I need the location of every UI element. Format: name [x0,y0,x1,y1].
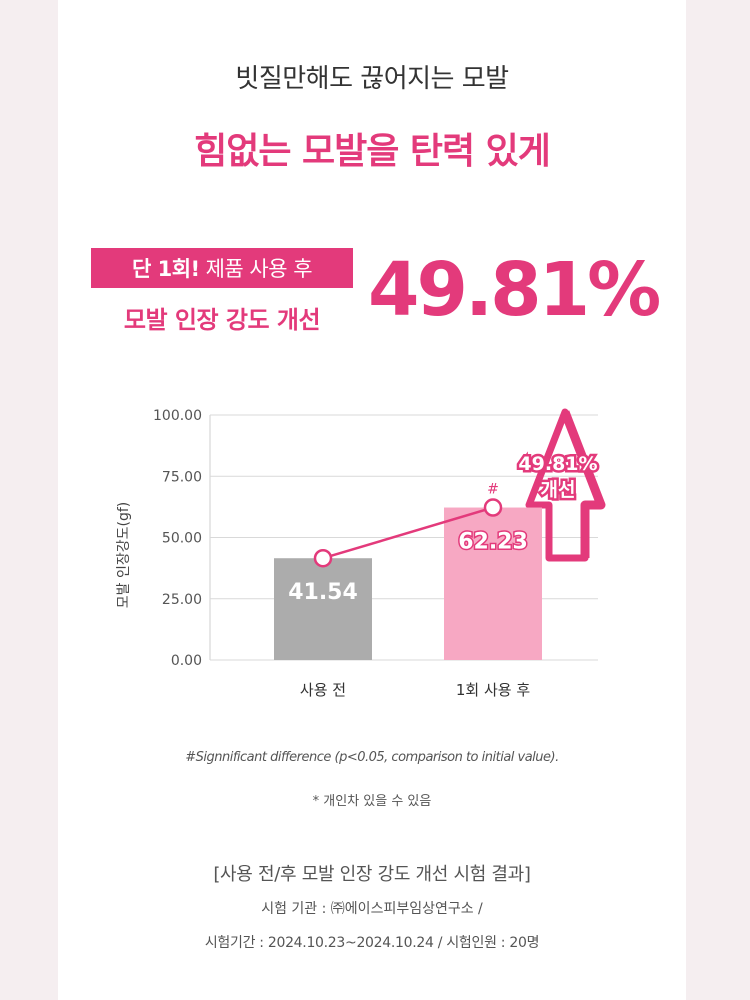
test-title: [사용 전/후 모발 인장 강도 개선 시험 결과] [213,864,531,885]
subtitle: 빗질만해도 끊어지는 모발 [235,64,509,94]
data-label: 41.54 [288,580,358,605]
improvement-arrow-icon: 49.81% 개선 [516,408,606,562]
callout-percent: 49.81% [518,453,597,475]
improvement-label: 모발 인장 강도 개선 [123,306,321,334]
individual-difference-note: * 개인차 있을 수 있음 [312,794,432,809]
headline: 힘없는 모발을 탄력 있게 [194,131,551,172]
bar-before [274,558,372,660]
arrow-shadow [560,410,606,558]
y-tick-label: 75.00 [162,469,202,485]
chart-bars [274,507,542,660]
x-tick-label: 사용 전 [300,681,346,699]
tensile-strength-chart: 100.00 75.00 50.00 25.00 0.00 모발 인장강도(gf) 49… [116,408,606,699]
data-point-marker [313,548,333,568]
y-tick-label: 0.00 [171,653,202,669]
y-axis-ticks: 100.00 75.00 50.00 25.00 0.00 [153,408,202,669]
significance-note: #Signnificant difference (p<0.05, compar… [185,750,559,765]
data-point-marker [483,498,503,517]
test-organization: 시험 기관 : ㈜에이스피부임상연구소 / [261,901,483,917]
usage-badge: 단 1회! 제품 사용 후 [91,248,353,288]
badge-bold-text: 단 1회! [131,257,200,281]
bar-after [444,507,542,660]
x-tick-label: 1회 사용 후 [456,681,530,699]
badge-text: 제품 사용 후 [205,257,313,281]
trend-segment [322,506,494,560]
trend-line [313,498,503,568]
y-axis-label: 모발 인장강도(gf) [116,502,132,608]
callout-label: 개선 [541,479,576,501]
data-label: 62.23 [458,530,528,555]
chart-labels: 사용 전 41.54 1회 사용 후 62.23 # [288,482,530,699]
significance-mark: # [487,482,499,498]
y-tick-label: 25.00 [162,592,202,608]
improvement-percent: 49.81% [368,247,661,333]
content-card: 빗질만해도 끊어지는 모발 힘없는 모발을 탄력 있게 단 1회! 제품 사용 … [58,0,686,1000]
test-period: 시험기간 : 2024.10.23~2024.10.24 / 시험인원 : 20… [204,935,540,951]
y-tick-label: 50.00 [162,531,202,547]
y-tick-label: 100.00 [153,408,202,424]
